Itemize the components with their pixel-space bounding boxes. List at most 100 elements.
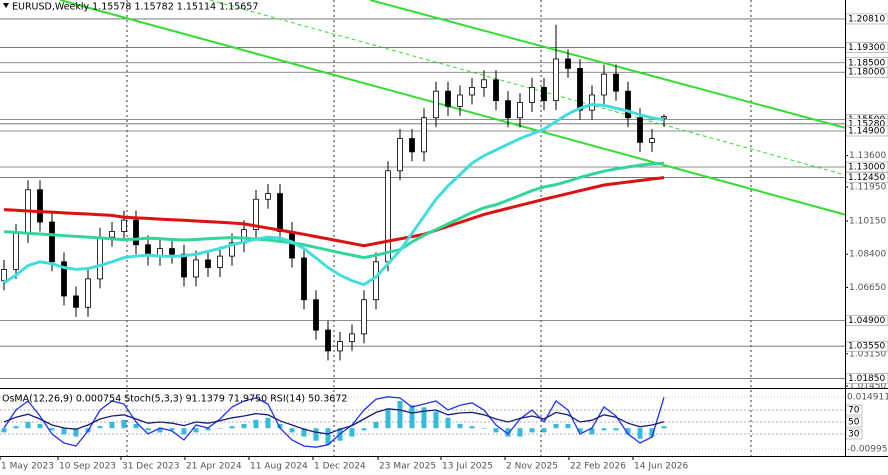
x-tick-label: 1 Dec 2024 — [314, 462, 366, 472]
candle-body — [133, 219, 139, 246]
level-label: 1.18500 — [848, 58, 885, 68]
y2-tick-label: 50 — [848, 418, 860, 428]
osma-bar — [649, 428, 655, 437]
y-tick-label: 1.11950 — [849, 182, 886, 192]
candle-body — [361, 299, 367, 335]
oscillator-pane — [0, 396, 845, 450]
osma-bar — [97, 426, 103, 429]
candle-body — [505, 100, 511, 119]
osma-bar — [241, 424, 247, 429]
osma-bar — [109, 421, 115, 429]
level-label: 1.01850 — [848, 374, 885, 384]
candle-body — [13, 232, 19, 270]
candle-body — [445, 90, 451, 107]
level-label: 1.04900 — [848, 316, 885, 326]
level-label: 1.12450 — [848, 173, 885, 183]
osma-bar — [601, 428, 607, 431]
candle-body — [61, 261, 67, 297]
y-tick-label: 1.01450 — [849, 382, 886, 392]
y-tick-label: 1.13600 — [849, 151, 886, 161]
osma-bar — [577, 428, 583, 433]
y-tick-label: 1.06650 — [849, 283, 886, 293]
osma-bar — [529, 428, 535, 433]
x-tick-label: 22 Feb 2026 — [570, 462, 626, 472]
candle-body — [181, 253, 187, 278]
candle-body — [217, 255, 223, 268]
candle-body — [565, 58, 571, 69]
candle-body — [553, 58, 559, 102]
trend-line — [59, 0, 846, 216]
x-tick-label: 21 Apr 2024 — [186, 462, 242, 472]
osma-bar — [133, 424, 139, 429]
osma-bar — [469, 426, 475, 429]
candle-body — [265, 193, 271, 200]
osma-bar — [325, 428, 331, 445]
osma-bar — [121, 419, 127, 429]
candle-body — [97, 236, 103, 280]
candle-body — [481, 79, 487, 88]
moving-average — [3, 102, 665, 287]
oscillator-title: OsMA(12,26,9) 0.000754 Stoch(5,3,3) 91.1… — [2, 394, 347, 405]
x-tick-label: 14 Jun 2026 — [634, 462, 688, 472]
osma-bar — [253, 419, 259, 429]
chart-title: EURUSD,Weekly 1.15578 1.15782 1.15114 1.… — [12, 2, 258, 13]
candle-body — [409, 138, 415, 153]
candle-body — [37, 189, 43, 223]
candle-body — [577, 68, 583, 111]
candle-body — [301, 257, 307, 301]
candle-body — [109, 231, 115, 238]
candle-body — [397, 138, 403, 172]
osma-bar — [553, 424, 559, 429]
osma-bar — [61, 428, 67, 435]
osma-bar — [493, 428, 499, 433]
candle-body — [373, 261, 379, 301]
candle-body — [661, 116, 667, 119]
x-tick-label: 10 Sep 2023 — [59, 462, 116, 472]
candle-body — [121, 219, 127, 232]
candle-body — [421, 117, 427, 153]
osma-bar — [613, 428, 619, 431]
osma-bar — [385, 409, 391, 429]
osma-bar — [517, 428, 523, 437]
osma-bar — [289, 428, 295, 433]
candle-body — [625, 90, 631, 119]
osma-bar — [169, 428, 175, 431]
osma-bar — [457, 424, 463, 429]
candle-body — [253, 198, 259, 230]
candle-body — [85, 278, 91, 308]
candle-body — [529, 86, 535, 103]
osma-bar — [589, 428, 595, 435]
y2-tick-label: 70 — [848, 406, 860, 416]
candle-body — [325, 329, 331, 352]
trend-line — [209, 0, 846, 176]
osma-bar — [505, 428, 511, 437]
candle-body — [277, 193, 283, 232]
candle-body — [433, 90, 439, 119]
osma-bar — [157, 428, 163, 433]
x-tick-label: 1 May 2023 — [1, 462, 54, 472]
osma-bar — [433, 411, 439, 429]
osma-bar — [49, 428, 55, 431]
osma-bar — [37, 424, 43, 429]
x-tick-label: 11 Aug 2024 — [250, 462, 308, 472]
candle-body — [337, 341, 343, 352]
candle-body — [637, 117, 643, 143]
candle-body — [589, 94, 595, 111]
candle-body — [457, 94, 463, 107]
osma-bar — [409, 405, 415, 429]
candle-body — [349, 333, 355, 342]
candle-body — [613, 73, 619, 92]
candle-body — [517, 102, 523, 119]
osma-bar — [625, 428, 631, 435]
candle-body — [601, 73, 607, 96]
candle-body — [229, 242, 235, 257]
level-label: 1.03550 — [848, 342, 885, 352]
moving-average — [3, 176, 665, 248]
oscillator-line — [3, 408, 665, 435]
osma-bar — [565, 424, 571, 429]
candle-body — [169, 248, 175, 255]
osma-bar — [217, 428, 223, 429]
osma-bar — [445, 417, 451, 429]
x-tick-label: 31 Dec 2023 — [122, 462, 180, 472]
